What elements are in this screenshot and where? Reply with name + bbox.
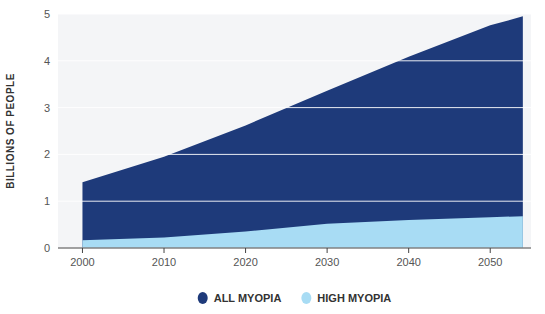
- x-tick: [327, 248, 328, 253]
- x-tick-label: 2020: [233, 256, 257, 268]
- plot-background: [58, 14, 531, 248]
- areas: [82, 16, 522, 248]
- x-tick-label: 2030: [315, 256, 339, 268]
- x-tick-label: 2040: [396, 256, 420, 268]
- legend-swatch: [301, 292, 311, 304]
- x-tick-label: 2050: [478, 256, 502, 268]
- grid-line: [58, 248, 531, 249]
- y-tick-label: 3: [44, 102, 50, 114]
- y-tick-label: 5: [44, 8, 50, 20]
- legend-label: HIGH MYOPIA: [317, 292, 391, 304]
- x-tick: [490, 248, 491, 253]
- grid-line: [58, 201, 531, 202]
- grid-line: [58, 60, 531, 61]
- legend: ALL MYOPIA HIGH MYOPIA: [198, 292, 392, 304]
- y-tick-label: 4: [44, 55, 50, 67]
- x-tick: [82, 248, 83, 253]
- x-tick-label: 2010: [152, 256, 176, 268]
- grid-line: [58, 107, 531, 108]
- y-tick-label: 2: [44, 148, 50, 160]
- x-axis-line: [58, 248, 531, 249]
- area: [82, 16, 522, 248]
- grid-line: [58, 154, 531, 155]
- grid-line: [58, 14, 531, 15]
- x-tick: [164, 248, 165, 253]
- y-tick-label: 1: [44, 195, 50, 207]
- legend-label: ALL MYOPIA: [214, 292, 282, 304]
- x-tick: [245, 248, 246, 253]
- legend-swatch: [198, 292, 208, 304]
- y-tick-label: 0: [44, 242, 50, 254]
- x-tick: [408, 248, 409, 253]
- x-tick-label: 2000: [70, 256, 94, 268]
- y-axis-label: BILLIONS OF PEOPLE: [5, 73, 16, 189]
- area: [82, 216, 522, 248]
